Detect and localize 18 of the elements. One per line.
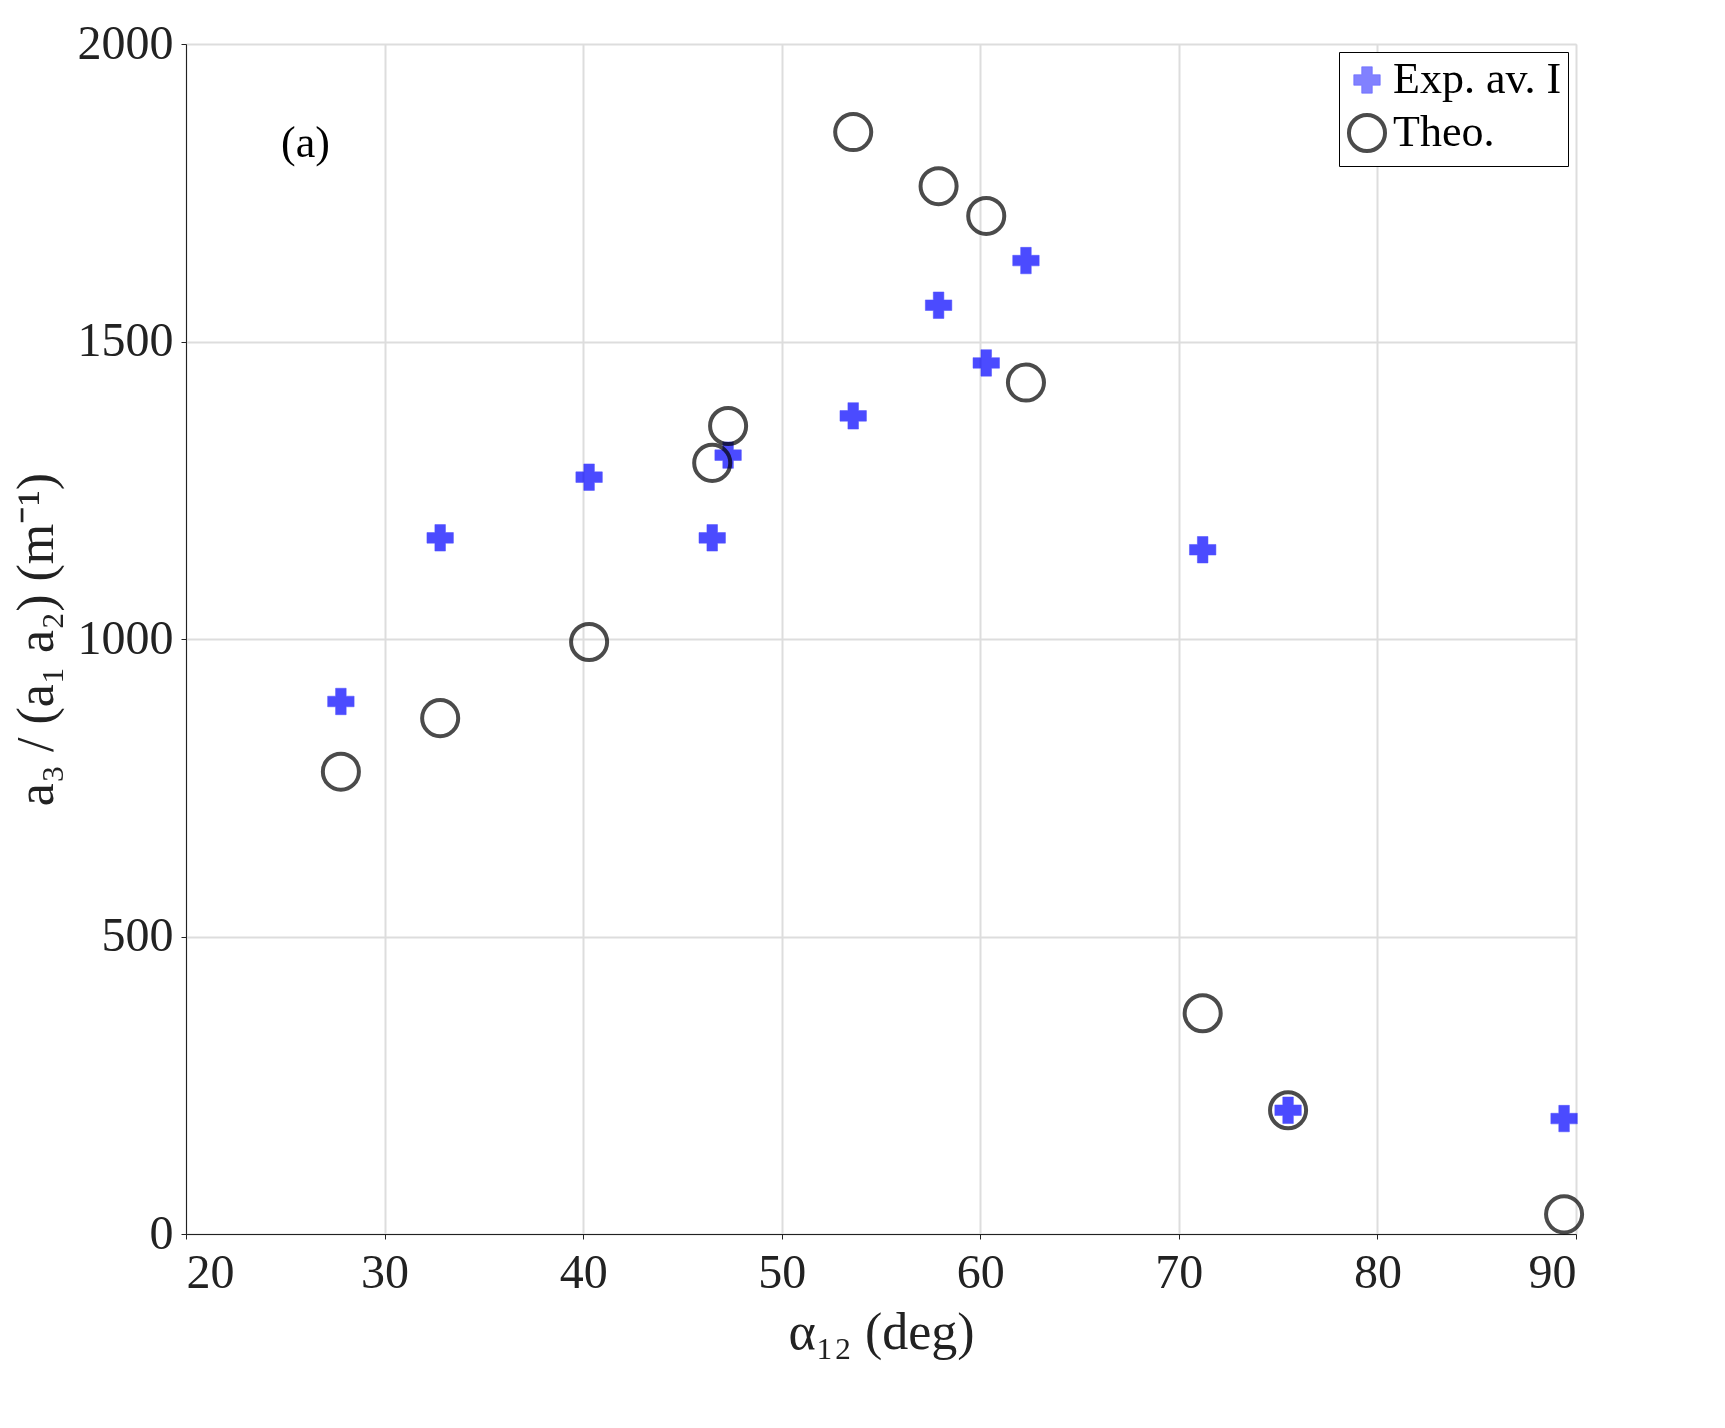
- y-tick-label: 1500: [77, 313, 174, 366]
- y-axis-title: a₃ / (a₁ a₂) (m⁻¹): [6, 472, 65, 807]
- y-tick-label: 500: [101, 908, 174, 961]
- x-tick-label: 30: [361, 1244, 410, 1298]
- x-tick-label: 80: [1353, 1244, 1402, 1298]
- legend-label: Theo.: [1393, 107, 1495, 156]
- x-tick-label: 70: [1155, 1244, 1204, 1298]
- x-tick-label: 60: [956, 1244, 1005, 1298]
- x-tick-label: 90: [1528, 1244, 1577, 1298]
- x-tick-label: 40: [559, 1244, 608, 1298]
- x-axis-title: α₁₂ (deg): [788, 1302, 975, 1361]
- y-tick-label: 0: [149, 1205, 174, 1259]
- y-tick-label: 2000: [77, 15, 174, 69]
- x-tick-label: 20: [186, 1244, 235, 1298]
- legend-label: Exp. av. I: [1393, 54, 1562, 103]
- annotation: (a): [281, 118, 330, 167]
- x-tick-label: 50: [758, 1244, 807, 1298]
- y-tick-label: 1000: [77, 610, 174, 664]
